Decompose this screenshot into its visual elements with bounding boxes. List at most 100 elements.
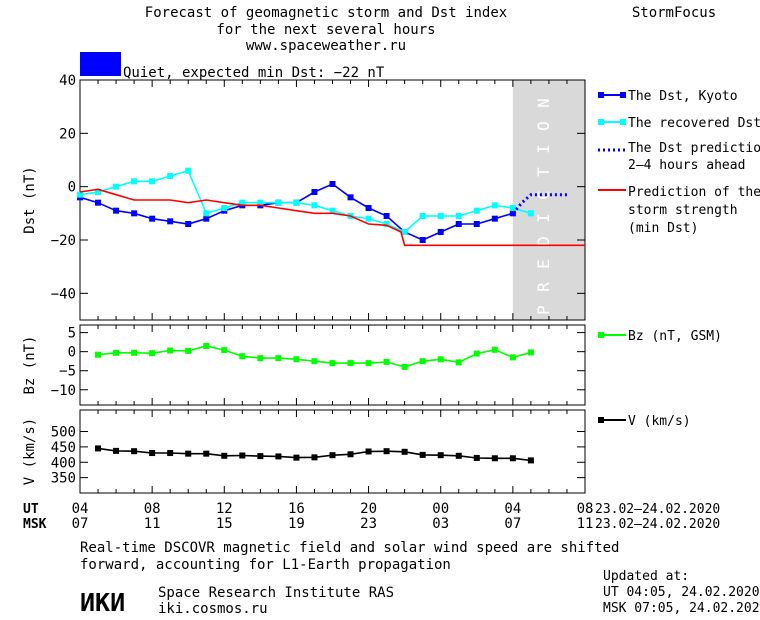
data-point-v-0 (167, 450, 174, 457)
data-point-dst-1 (437, 213, 444, 219)
data-point-dst-1 (95, 189, 102, 195)
legend-item-storm-strength: Prediction of the storm strength (min Ds… (598, 185, 760, 236)
y-tick-label: 450 (51, 440, 76, 456)
y-tick-label: −20 (51, 233, 76, 249)
ut-tick-label: 20 (360, 501, 377, 517)
bz-panel: −10 −5 0 5 Bz (nT) (22, 324, 586, 406)
prediction-letter: D (534, 236, 553, 246)
data-point-dst-0 (347, 194, 354, 201)
ut-tick-label: 04 (504, 501, 521, 517)
status-text: Quiet, expected min Dst: −22 nT (123, 65, 385, 81)
prediction-letter: O (534, 121, 553, 131)
data-point-dst-1 (455, 213, 462, 219)
data-point-dst-1 (221, 205, 228, 211)
header-url[interactable]: www.spaceweather.ru (246, 38, 406, 54)
data-point-v-0 (113, 447, 120, 454)
y-axis-label: Dst (nT) (22, 166, 38, 233)
brand-name: StormFocus (632, 5, 716, 21)
data-point-dst-1 (509, 205, 516, 211)
dst-legend: The Dst, Kyoto The recovered Dst The Dst… (598, 89, 760, 236)
y-tick-label: 400 (51, 455, 76, 471)
data-point-dst-1 (275, 199, 282, 206)
data-point-dst-1 (185, 167, 192, 174)
data-point-bz-0 (329, 360, 336, 367)
data-point-v-0 (149, 450, 156, 457)
legend-item-dst-kyoto: The Dst, Kyoto (598, 89, 738, 104)
legend-label-storm-strength-3: (min Dst) (628, 221, 698, 236)
ut-label: UT (23, 502, 39, 517)
data-point-v-0 (365, 448, 372, 455)
data-point-dst-1 (491, 202, 498, 209)
data-point-bz-0 (383, 358, 390, 365)
data-point-dst-1 (131, 178, 138, 185)
data-point-bz-0 (131, 349, 138, 356)
prediction-letter: C (534, 190, 553, 200)
data-point-dst-1 (473, 207, 480, 214)
data-point-dst-0 (509, 210, 516, 217)
data-point-dst-0 (95, 199, 102, 206)
data-point-v-0 (257, 453, 264, 460)
data-point-bz-0 (95, 351, 102, 358)
legend-label-storm-strength-2: storm strength (628, 203, 738, 218)
data-point-dst-0 (491, 215, 498, 222)
y-tick-label: 5 (68, 326, 76, 342)
data-point-v-0 (221, 452, 228, 459)
chart-title-line2: for the next several hours (216, 22, 435, 38)
msk-tick-label: 15 (216, 516, 233, 532)
institute-site[interactable]: iki.cosmos.ru (158, 601, 268, 617)
data-point-v-0 (401, 448, 408, 455)
msk-tick-label: 07 (504, 516, 521, 532)
y-tick-label: 20 (59, 126, 76, 142)
legend-label-speed: V (km/s) (628, 414, 691, 429)
y-tick-label: −40 (51, 286, 76, 302)
data-point-v-0 (509, 455, 516, 462)
data-point-dst-0 (437, 229, 444, 235)
prediction-letter: R (534, 282, 553, 292)
data-point-dst-1 (401, 229, 408, 235)
series-line-dst-3 (79, 188, 585, 247)
data-point-bz-0 (239, 353, 246, 360)
ut-date-range: 23.02–24.02.2020 (595, 502, 720, 517)
data-point-bz-0 (437, 356, 444, 363)
data-point-bz-0 (113, 349, 120, 356)
legend-label-dst-prediction-2: 2–4 hours ahead (628, 158, 745, 173)
data-point-dst-1 (311, 202, 318, 209)
chart-title-line1: Forecast of geomagnetic storm and Dst in… (145, 5, 507, 21)
data-point-v-0 (527, 457, 534, 464)
data-point-v-0 (419, 451, 426, 458)
data-point-dst-0 (473, 221, 480, 227)
data-point-dst-0 (329, 181, 336, 187)
plot-frame (79, 409, 586, 494)
series-line-dst-1 (79, 169, 532, 233)
prediction-letter: N (534, 98, 553, 108)
data-point-bz-0 (293, 356, 300, 363)
prediction-letter: I (534, 213, 553, 223)
data-point-bz-0 (365, 360, 372, 367)
y-tick-label: 0 (68, 345, 76, 361)
data-point-v-0 (329, 452, 336, 459)
data-point-dst-1 (203, 210, 210, 217)
prediction-letter: I (534, 144, 553, 154)
data-point-dst-1 (365, 215, 372, 222)
data-point-dst-0 (383, 213, 390, 219)
y-axis-label: V (km/s) (22, 418, 38, 485)
data-point-v-0 (185, 450, 192, 457)
data-point-dst-1 (257, 199, 264, 206)
ut-tick-label: 16 (288, 501, 305, 517)
data-point-bz-0 (509, 354, 516, 361)
legend-label-dst-prediction-1: The Dst prediction (628, 141, 760, 156)
data-point-dst-0 (419, 237, 426, 243)
data-point-dst-1 (239, 199, 246, 206)
speed-legend: V (km/s) (598, 414, 691, 429)
data-point-dst-0 (185, 221, 192, 227)
data-point-dst-1 (113, 183, 120, 190)
data-point-dst-1 (527, 210, 534, 217)
data-point-bz-0 (491, 346, 498, 353)
data-point-v-0 (239, 452, 246, 459)
data-point-bz-0 (275, 355, 282, 362)
data-point-dst-0 (113, 207, 120, 214)
data-point-v-0 (455, 452, 462, 459)
footer-note-line1: Real-time DSCOVR magnetic field and sola… (80, 540, 619, 556)
data-point-v-0 (383, 448, 390, 455)
iki-logo: ИКИ (80, 588, 125, 617)
